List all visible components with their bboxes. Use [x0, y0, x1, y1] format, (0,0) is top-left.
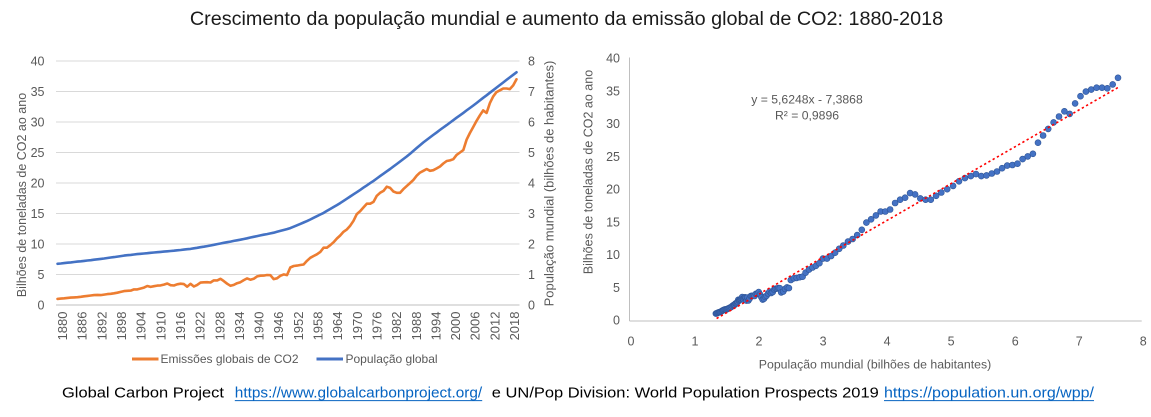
svg-text:1: 1 — [692, 335, 699, 349]
svg-text:y = 5,6248x - 7,3868: y = 5,6248x - 7,3868 — [751, 93, 863, 107]
svg-text:R² = 0,9896: R² = 0,9896 — [775, 109, 839, 123]
svg-text:30: 30 — [31, 115, 45, 129]
svg-text:5: 5 — [38, 268, 45, 282]
svg-text:População mundial (bilhões de: População mundial (bilhões de habitantes… — [542, 61, 557, 307]
svg-text:5: 5 — [528, 146, 535, 160]
svg-text:1982: 1982 — [389, 312, 404, 341]
svg-text:5: 5 — [948, 335, 955, 349]
svg-text:https://population.un.org/wpp/: https://population.un.org/wpp/ — [884, 386, 1095, 402]
svg-text:0: 0 — [528, 298, 535, 312]
svg-text:Global Carbon Project: Global Carbon Project — [62, 386, 224, 402]
svg-text:8: 8 — [1140, 335, 1147, 349]
svg-text:População global: População global — [346, 352, 438, 366]
svg-text:1916: 1916 — [173, 312, 188, 341]
svg-text:Emissões globais de CO2: Emissões globais de CO2 — [161, 352, 299, 366]
svg-text:15: 15 — [606, 215, 620, 229]
svg-text:1898: 1898 — [114, 312, 129, 341]
svg-text:e UN/Pop Division: World Popul: e UN/Pop Division: World Population Pros… — [492, 386, 879, 402]
svg-text:15: 15 — [31, 207, 45, 221]
svg-text:25: 25 — [606, 150, 620, 164]
svg-text:2000: 2000 — [448, 312, 463, 341]
svg-text:1970: 1970 — [350, 312, 365, 341]
svg-text:7: 7 — [1076, 335, 1083, 349]
svg-text:1994: 1994 — [428, 312, 443, 341]
svg-text:2018: 2018 — [507, 312, 522, 341]
svg-text:8: 8 — [528, 54, 535, 68]
svg-text:1934: 1934 — [232, 312, 247, 341]
svg-text:20: 20 — [606, 183, 620, 197]
svg-text:1880: 1880 — [55, 312, 70, 341]
svg-text:1892: 1892 — [94, 312, 109, 341]
svg-text:2: 2 — [756, 335, 763, 349]
svg-text:2006: 2006 — [468, 312, 483, 341]
svg-text:10: 10 — [31, 237, 45, 251]
svg-text:6: 6 — [1012, 335, 1019, 349]
svg-text:4: 4 — [884, 335, 891, 349]
svg-text:2: 2 — [528, 237, 535, 251]
svg-text:3: 3 — [528, 207, 535, 221]
svg-text:40: 40 — [31, 54, 45, 68]
svg-text:35: 35 — [31, 85, 45, 99]
svg-text:2012: 2012 — [487, 312, 502, 341]
svg-text:6: 6 — [528, 115, 535, 129]
svg-text:1964: 1964 — [330, 312, 345, 341]
svg-text:1976: 1976 — [369, 312, 384, 341]
svg-text:1952: 1952 — [291, 312, 306, 341]
svg-text:Bilhões de toneladas de CO2 ao: Bilhões de toneladas de CO2 ao ano — [15, 93, 29, 297]
svg-text:35: 35 — [606, 84, 620, 98]
svg-text:1946: 1946 — [271, 312, 286, 341]
svg-text:5: 5 — [613, 281, 620, 295]
svg-text:https://www.globalcarbonprojec: https://www.globalcarbonproject.org/ — [235, 386, 483, 402]
svg-text:1: 1 — [528, 268, 535, 282]
svg-text:1886: 1886 — [75, 312, 90, 341]
svg-text:40: 40 — [606, 52, 620, 66]
svg-text:1988: 1988 — [409, 312, 424, 341]
svg-text:Crescimento da população mundi: Crescimento da população mundial e aumen… — [190, 8, 943, 30]
svg-text:3: 3 — [820, 335, 827, 349]
svg-text:0: 0 — [613, 314, 620, 328]
svg-text:Bilhões de toneladas de CO2 ao: Bilhões de toneladas de CO2 ao ano — [582, 70, 596, 274]
svg-text:1928: 1928 — [212, 312, 227, 341]
svg-text:1922: 1922 — [193, 312, 208, 341]
svg-text:1910: 1910 — [153, 312, 168, 341]
svg-text:20: 20 — [31, 176, 45, 190]
svg-text:População mundial (bilhões de: População mundial (bilhões de habitantes… — [759, 358, 991, 372]
svg-text:7: 7 — [528, 85, 535, 99]
svg-text:25: 25 — [31, 146, 45, 160]
svg-text:30: 30 — [606, 117, 620, 131]
svg-text:0: 0 — [628, 335, 635, 349]
svg-text:4: 4 — [528, 176, 535, 190]
svg-text:0: 0 — [38, 298, 45, 312]
svg-text:1904: 1904 — [134, 312, 149, 341]
svg-text:1940: 1940 — [252, 312, 267, 341]
svg-text:1958: 1958 — [310, 312, 325, 341]
svg-text:10: 10 — [606, 248, 620, 262]
